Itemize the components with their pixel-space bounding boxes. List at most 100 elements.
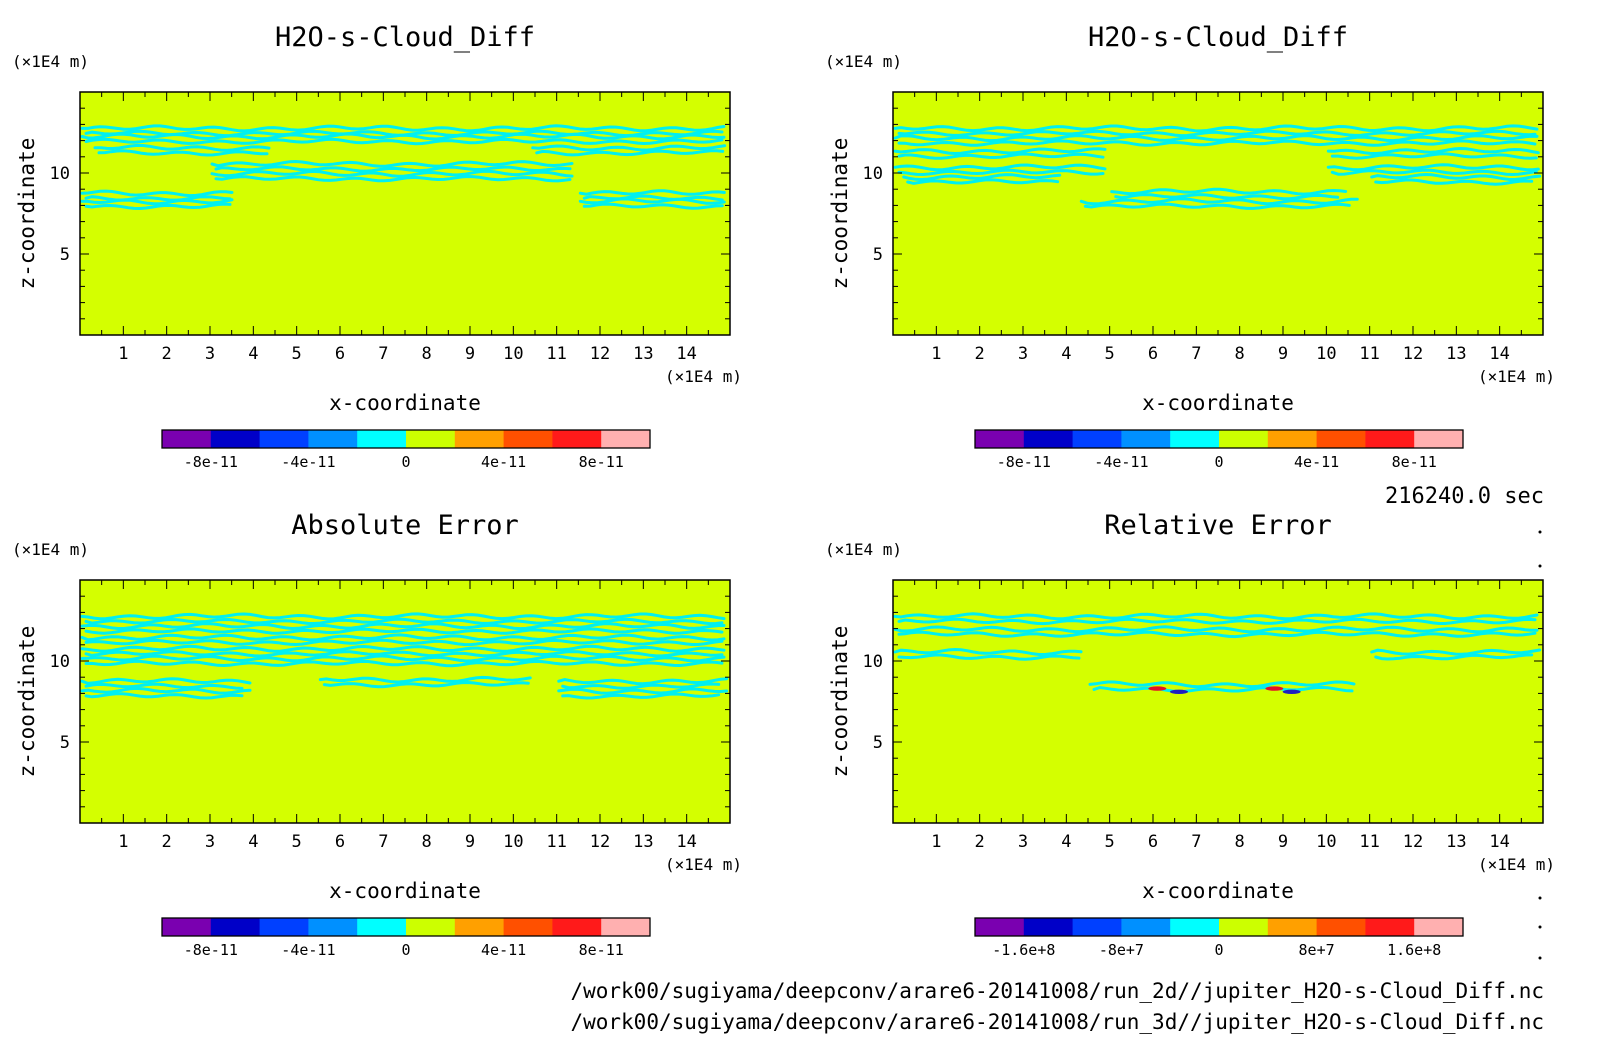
y-tick-label: 5 xyxy=(873,245,883,265)
contour-line xyxy=(84,682,244,690)
contour-line xyxy=(84,617,724,626)
error-mark xyxy=(1170,689,1188,694)
colorbar-swatch xyxy=(1365,918,1415,936)
y-tick-label: 10 xyxy=(863,652,883,672)
x-tick-label: 12 xyxy=(1403,344,1423,364)
file-path-2d: /work00/sugiyama/deepconv/arare6-2014100… xyxy=(570,979,1544,1003)
x-tick-label: 2 xyxy=(975,344,985,364)
x-unit-label: (×1E4 m) xyxy=(665,367,742,386)
y-unit-label: (×1E4 m) xyxy=(12,52,89,71)
contour-line xyxy=(582,202,724,210)
colorbar-swatch xyxy=(552,918,602,936)
x-tick-label: 13 xyxy=(633,344,653,364)
contour-line xyxy=(1079,197,1359,206)
contour-line xyxy=(84,692,244,700)
x-tick-label: 3 xyxy=(205,832,215,852)
contour-line xyxy=(1326,163,1540,172)
colorbar-swatch xyxy=(1219,918,1269,936)
contour-line xyxy=(80,198,234,206)
chart-panel-3: Absolute Error(×1E4 m)1 2 3 4 5 6 7 8 9 10 11 12 13 1… xyxy=(12,510,742,959)
colorbar-swatch xyxy=(454,918,505,936)
contour-line xyxy=(1088,680,1356,689)
colorbar-tick-label: -4e-11 xyxy=(1094,453,1148,471)
colorbar-swatch xyxy=(1414,430,1464,448)
contour-line xyxy=(80,654,726,663)
x-tick-label: 14 xyxy=(676,344,696,364)
dots xyxy=(1538,530,1542,960)
x-tick-label: 10 xyxy=(503,832,523,852)
x-tick-label: 14 xyxy=(1489,344,1509,364)
chart-title: Relative Error xyxy=(1104,510,1332,541)
dot-marker xyxy=(1538,925,1542,929)
colorbar-swatch xyxy=(601,918,651,936)
y-tick-label: 10 xyxy=(50,652,70,672)
x-tick-label: 8 xyxy=(1235,832,1245,852)
colorbar-swatch xyxy=(1170,430,1220,448)
x-tick-label: 4 xyxy=(1061,344,1071,364)
x-unit-label: (×1E4 m) xyxy=(1478,367,1555,386)
contour-line xyxy=(1374,653,1534,661)
x-tick-label: 7 xyxy=(1191,832,1201,852)
colorbar-swatch xyxy=(1121,918,1171,936)
colorbar-tick-label: 8e+7 xyxy=(1299,941,1335,959)
colorbar-tick-label: 8e-11 xyxy=(579,941,624,959)
contour-line xyxy=(1374,178,1534,186)
contour-line xyxy=(80,686,252,695)
colorbar-swatch xyxy=(162,430,212,448)
chart-title: Absolute Error xyxy=(291,510,519,541)
colorbar-swatch xyxy=(1316,918,1366,936)
colorbar-frame xyxy=(161,917,651,937)
x-tick-label: 11 xyxy=(546,832,566,852)
chart-panel-1: H2O-s-Cloud_Diff(×1E4 m)1 2 3 4 5 6 7 8 9 10 11 12 1… xyxy=(12,22,742,471)
colorbar-frame xyxy=(974,917,1464,937)
contour-line xyxy=(84,627,724,635)
x-tick-label: 12 xyxy=(590,832,610,852)
dot-marker xyxy=(1538,896,1542,900)
colorbar-tick-label: 0 xyxy=(1214,941,1223,959)
x-tick-label: 7 xyxy=(378,344,388,364)
chart-title: H2O-s-Cloud_Diff xyxy=(1088,22,1348,53)
contour-line xyxy=(80,633,726,642)
colorbar-tick-label: 4e-11 xyxy=(1294,453,1339,471)
error-mark xyxy=(1265,686,1284,691)
x-tick-label: 14 xyxy=(676,832,696,852)
colorbar-tick-label: -4e-11 xyxy=(281,941,335,959)
chart-panel-2: H2O-s-Cloud_Diff(×1E4 m)1 2 3 4 5 6 7 8 9 10 11 12 1… xyxy=(825,22,1555,471)
colorbar-tick-label: 0 xyxy=(401,941,410,959)
error-mark xyxy=(1282,689,1301,694)
contour-line xyxy=(561,692,721,700)
contour-line xyxy=(893,134,1539,143)
colorbar-frame xyxy=(161,429,651,449)
contour-line xyxy=(582,194,724,202)
contour-line xyxy=(80,132,726,141)
contour-line xyxy=(897,168,1105,177)
chart-title: H2O-s-Cloud_Diff xyxy=(275,22,535,53)
x-tick-label: 9 xyxy=(1278,344,1288,364)
contour-line xyxy=(84,638,724,647)
colorbar-tick-label: 4e-11 xyxy=(481,453,526,471)
y-axis-label: z-coordinate xyxy=(15,626,39,778)
chart-panel-4: Relative Error(×1E4 m)1 2 3 4 5 6 7 8 9 10 11 12 13 1… xyxy=(825,510,1555,959)
colorbar-swatch xyxy=(1316,430,1366,448)
contour-line xyxy=(210,159,574,168)
colorbar-tick-label: -1.6e+8 xyxy=(992,941,1055,959)
colorbar-tick-label: 8e-11 xyxy=(579,453,624,471)
dot-marker xyxy=(1538,956,1542,960)
x-tick-label: 5 xyxy=(292,344,302,364)
x-tick-label: 5 xyxy=(1105,344,1115,364)
colorbar-swatch xyxy=(1414,918,1464,936)
x-tick-label: 7 xyxy=(1191,344,1201,364)
x-tick-label: 4 xyxy=(248,832,258,852)
contour-line xyxy=(80,124,726,133)
x-tick-label: 3 xyxy=(1018,832,1028,852)
x-tick-label: 12 xyxy=(1403,832,1423,852)
contour-line xyxy=(84,195,232,202)
cloud-contours xyxy=(893,612,1542,694)
colorbar-swatch xyxy=(308,918,358,936)
colorbar-swatch xyxy=(406,918,456,936)
y-unit-label: (×1E4 m) xyxy=(825,540,902,559)
colorbar: -8e-11 -4e-11 0 4e-11 8e-11 xyxy=(974,429,1464,471)
x-tick-label: 6 xyxy=(1148,344,1158,364)
contour-line xyxy=(80,677,252,685)
